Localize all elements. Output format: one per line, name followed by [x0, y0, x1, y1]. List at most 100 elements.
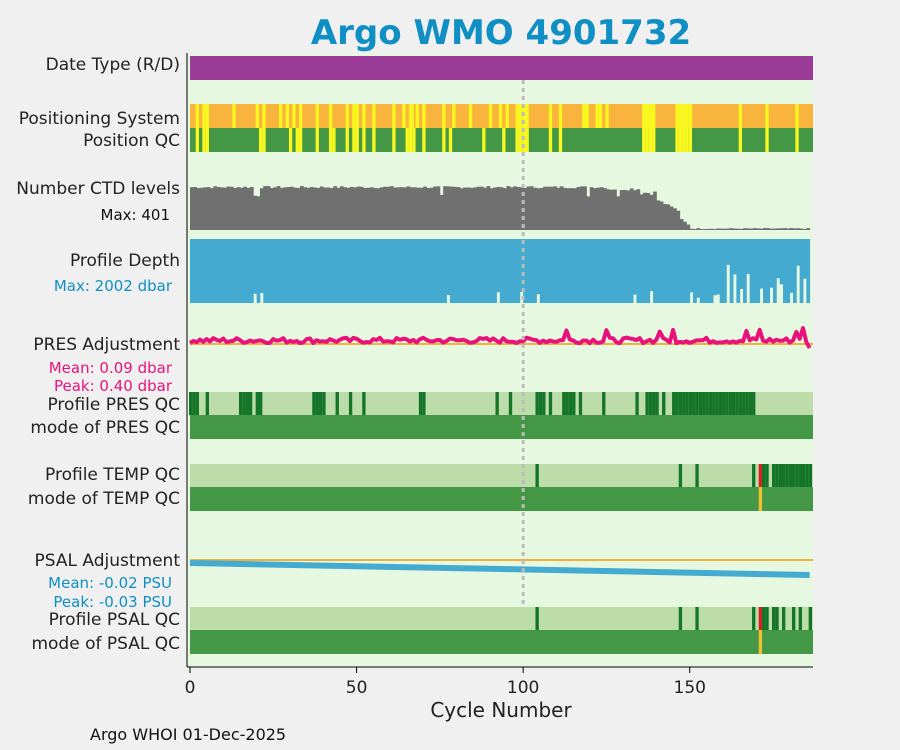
ctd-bar-124 [603, 188, 607, 230]
ctd-bar-52 [363, 187, 367, 230]
ctd-bar-96 [509, 187, 514, 230]
ctd-bar-35 [306, 187, 311, 230]
ctd-bar-79 [453, 186, 457, 230]
ctd-bar-43 [333, 186, 337, 230]
flag-profile-pres-qc-1 [192, 392, 196, 415]
depth-bar-98 [516, 239, 521, 303]
flag-profile-pres-qc-112 [562, 392, 566, 415]
ctd-bar-54 [369, 187, 374, 230]
depth-bar-165 [739, 239, 744, 289]
depth-bar-146 [676, 239, 681, 303]
flag-profile-temp-qc-173 [765, 464, 769, 487]
flag-profile-psal-qc-104 [535, 607, 539, 630]
panel-profile-psal-qc [190, 607, 813, 630]
flag-positioning-system-95 [505, 104, 509, 128]
flag-profile-temp-qc-181 [792, 464, 796, 487]
ctd-bar-100 [523, 188, 527, 230]
flag-bad-profile-temp-qc-171 [758, 464, 763, 487]
ctd-bar-72 [429, 187, 434, 230]
bar-date-type-r-d [190, 56, 813, 80]
depth-bar-101 [526, 239, 531, 303]
bar-profile-psal-qc [190, 607, 813, 630]
flag-position-qc-148 [682, 128, 686, 152]
flag-profile-pres-qc-106 [542, 392, 546, 415]
ctd-bar-151 [693, 229, 697, 230]
depth-bar-132 [629, 239, 634, 303]
ctd-bar-122 [596, 187, 601, 230]
ctd-bar-90 [489, 188, 494, 230]
ctd-bar-114 [569, 188, 574, 230]
ctd-bar-22 [263, 186, 268, 230]
flag-profile-pres-qc-138 [648, 392, 653, 415]
depth-bar-13 [233, 239, 238, 303]
ctd-bar-63 [399, 187, 404, 230]
ctd-bar-165 [739, 228, 744, 230]
depth-bar-72 [429, 239, 434, 303]
ctd-bar-133 [633, 190, 637, 230]
depth-bar-180 [789, 239, 794, 293]
footer-caption: Argo WHOI 01-Dec-2025 [90, 725, 287, 744]
ctd-bar-71 [426, 188, 431, 230]
ctd-bar-148 [683, 221, 687, 230]
depth-bar-0 [190, 239, 194, 303]
flag-position-qc-70 [422, 128, 426, 152]
ctd-bar-9 [219, 187, 224, 230]
ctd-bar-15 [239, 187, 244, 230]
ctd-bar-26 [276, 186, 281, 230]
ctd-bar-117 [579, 186, 584, 230]
depth-bar-3 [199, 239, 204, 303]
ctd-bar-68 [416, 187, 421, 230]
label-pres-adjustment: PRES Adjustment [33, 335, 180, 355]
depth-bar-117 [579, 239, 584, 303]
flag-profile-pres-qc-16 [242, 392, 246, 415]
depth-bar-185 [806, 239, 811, 303]
depth-bar-122 [596, 239, 601, 303]
flag-profile-psal-qc-183 [798, 607, 803, 630]
depth-bar-54 [369, 239, 374, 303]
ctd-bar-46 [343, 187, 347, 230]
depth-bar-4 [203, 239, 208, 303]
flag-profile-temp-qc-147 [678, 464, 683, 487]
depth-bar-127 [613, 239, 617, 303]
depth-bar-27 [279, 239, 284, 303]
depth-bar-108 [549, 239, 554, 303]
flag-profile-pres-qc-151 [692, 392, 696, 415]
flag-profile-pres-qc-148 [682, 392, 686, 415]
panel-date-type-r-d [190, 56, 813, 80]
flag-position-qc-173 [765, 128, 769, 152]
flag-positioning-system-61 [392, 104, 396, 128]
ctd-bar-31 [293, 187, 298, 230]
flag-profile-pres-qc-149 [685, 392, 689, 415]
ctd-bar-134 [636, 189, 641, 230]
ctd-bar-12 [229, 186, 234, 230]
ctd-bar-119 [586, 196, 591, 230]
flag-position-qc-67 [412, 128, 416, 152]
depth-bar-48 [349, 239, 354, 303]
ctd-bar-143 [666, 204, 671, 230]
ctd-bar-51 [359, 186, 364, 230]
depth-bar-136 [643, 239, 647, 303]
ctd-bar-112 [563, 187, 567, 230]
ctd-bar-169 [753, 228, 757, 230]
ctd-bar-160 [723, 228, 727, 230]
panel-position-qc [190, 128, 813, 152]
depth-bar-97 [513, 239, 517, 303]
sublabel-number-ctd-levels: Max: 401 [101, 206, 170, 224]
ctd-bar-83 [466, 187, 471, 230]
ctd-bar-105 [539, 187, 544, 230]
depth-bar-24 [269, 239, 274, 303]
depth-bar-32 [296, 239, 301, 303]
label-number-ctd-levels: Number CTD levels [16, 179, 180, 199]
depth-bar-111 [559, 239, 564, 303]
label-mode-of-psal-qc: mode of PSAL QC [31, 634, 180, 654]
ctd-bar-76 [443, 186, 447, 230]
flag-position-qc-4 [202, 128, 206, 152]
depth-bar-160 [723, 239, 727, 303]
ctd-bar-141 [659, 201, 664, 230]
x-tick-label-150: 150 [674, 678, 706, 698]
flag-profile-pres-qc-139 [652, 392, 656, 415]
depth-bar-163 [733, 239, 737, 275]
flag-positioning-system-70 [422, 104, 426, 128]
ctd-bar-98 [516, 186, 521, 230]
